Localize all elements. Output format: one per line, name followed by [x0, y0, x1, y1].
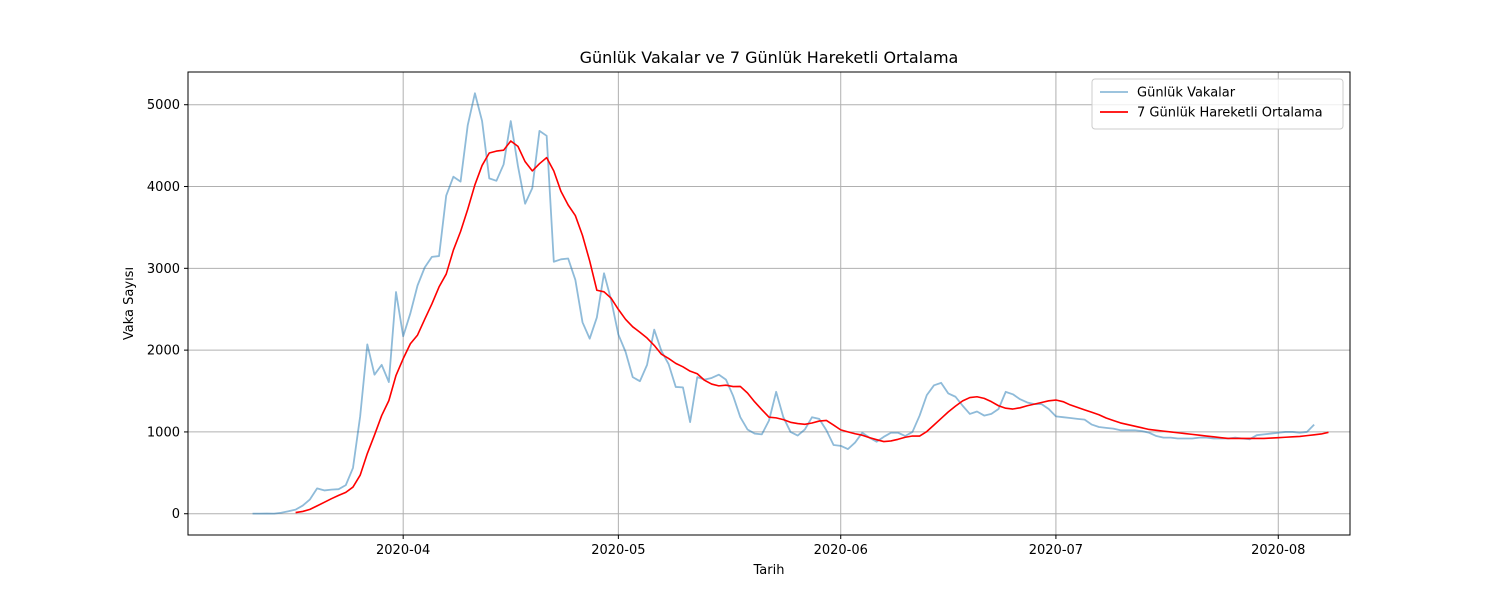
- y-tick-label: 5000: [147, 98, 180, 113]
- series-line-moving-average: [295, 140, 1329, 514]
- x-axis-ticks: 2020-04 2020-05 2020-06 2020-07 2020-08: [376, 535, 1305, 558]
- y-tick-label: 1000: [147, 425, 180, 440]
- x-tick-label: 2020-06: [814, 543, 868, 558]
- y-tick-label: 0: [172, 507, 180, 522]
- series-layer: [252, 92, 1329, 515]
- y-axis-ticks: 0 1000 2000 3000 4000 5000: [147, 98, 188, 522]
- y-axis-label: Vaka Sayısı: [122, 267, 137, 340]
- y-tick-label: 3000: [147, 262, 180, 277]
- y-tick-label: 4000: [147, 180, 180, 195]
- legend-label-daily-cases: Günlük Vakalar: [1137, 86, 1236, 101]
- x-tick-label: 2020-05: [591, 543, 645, 558]
- x-axis-label: Tarih: [753, 563, 785, 578]
- x-tick-label: 2020-04: [376, 543, 430, 558]
- series-line-daily-cases: [252, 92, 1315, 515]
- y-tick-label: 2000: [147, 344, 180, 359]
- x-tick-label: 2020-07: [1029, 543, 1083, 558]
- legend: Günlük Vakalar 7 Günlük Hareketli Ortala…: [1091, 78, 1344, 130]
- x-tick-label: 2020-08: [1251, 543, 1305, 558]
- legend-label-moving-average: 7 Günlük Hareketli Ortalama: [1137, 106, 1323, 121]
- plot-frame: [187, 71, 1351, 536]
- chart-title: Günlük Vakalar ve 7 Günlük Hareketli Ort…: [580, 48, 959, 67]
- legend-box: [1091, 78, 1344, 130]
